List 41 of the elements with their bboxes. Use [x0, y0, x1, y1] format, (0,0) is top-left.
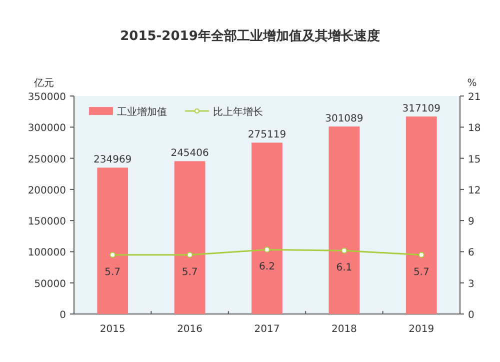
y2-tick-label: 18: [468, 123, 481, 134]
data-label: 6.2: [259, 262, 275, 273]
y-tick-label: 350000: [28, 92, 66, 103]
y2-tick-label: 15: [468, 154, 481, 166]
x-tick-label: 2019: [408, 324, 434, 335]
legend-label: 比上年增长: [213, 106, 263, 118]
y2-tick-label: 9: [468, 216, 474, 228]
y-tick-label: 150000: [28, 216, 66, 228]
data-label: 301089: [325, 113, 364, 124]
y2-tick-label: 3: [468, 278, 474, 290]
x-tick-label: 2016: [177, 324, 203, 335]
y-tick-label: 50000: [34, 278, 66, 290]
bar: [328, 126, 360, 314]
data-label: 275119: [248, 130, 286, 141]
y-tick-label: 0: [60, 310, 66, 321]
data-label: 5.7: [413, 266, 430, 278]
y-axis-title: 亿元: [33, 78, 54, 89]
y2-tick-label: 21: [468, 92, 481, 103]
bar: [252, 142, 282, 314]
data-label: 6.1: [336, 262, 352, 274]
data-label: 5.7: [182, 266, 198, 278]
y2-tick-label: 6: [468, 248, 474, 259]
y2-tick-label: 0: [468, 310, 474, 321]
data-label: 234969: [94, 154, 132, 166]
x-tick-label: 2018: [331, 324, 357, 335]
y-tick-label: 200000: [28, 185, 66, 196]
data-label: 5.7: [104, 266, 121, 278]
bar: [97, 168, 128, 314]
y-tick-label: 100000: [28, 248, 66, 259]
y-tick-label: 300000: [28, 123, 66, 134]
data-label: 317109: [402, 103, 440, 114]
bar: [174, 161, 206, 314]
x-tick-label: 2015: [100, 324, 126, 335]
chart-title: 2015-2019年全部工业增加值及其增长速度: [120, 28, 380, 44]
y2-axis-title: %: [467, 78, 477, 89]
bar: [406, 116, 437, 314]
x-tick-label: 2017: [254, 324, 280, 335]
y-tick-label: 250000: [28, 154, 66, 166]
y2-tick-label: 12: [468, 185, 481, 196]
legend-label: 工业增加值: [117, 106, 167, 118]
data-label: 245406: [170, 148, 209, 160]
